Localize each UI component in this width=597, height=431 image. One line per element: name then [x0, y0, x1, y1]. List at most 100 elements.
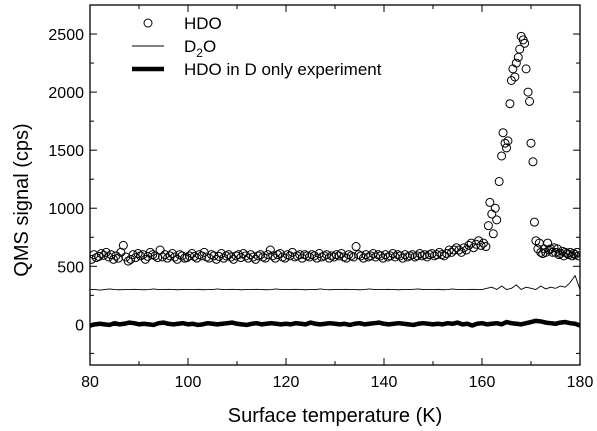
data-point [459, 243, 469, 253]
data-point [329, 252, 339, 262]
data-point [187, 249, 197, 259]
data-point [356, 251, 366, 261]
series-line-d2o [90, 275, 580, 291]
data-point [189, 251, 199, 261]
data-point [521, 64, 531, 74]
data-point [500, 138, 510, 148]
data-point [241, 251, 251, 261]
data-point [224, 250, 234, 260]
data-point [94, 251, 104, 261]
x-axis-title: Surface temperature (K) [228, 405, 443, 427]
data-point [407, 250, 417, 260]
data-point [118, 240, 128, 250]
legend-item: HDO in D only experiment [132, 60, 382, 79]
data-point [99, 250, 109, 260]
data-point [104, 252, 114, 262]
data-point [177, 251, 187, 261]
data-point [113, 253, 123, 263]
data-point [263, 250, 273, 260]
y-tick-label: 1500 [48, 143, 84, 160]
y-tick-label: 2500 [48, 27, 84, 44]
x-tick-label: 160 [469, 374, 496, 391]
data-point [138, 250, 148, 260]
data-point [427, 249, 437, 259]
legend-label: HDO in D only experiment [184, 60, 382, 79]
data-point [461, 245, 471, 255]
data-point [216, 249, 226, 259]
data-point [510, 72, 520, 82]
plot-frame [89, 4, 581, 366]
data-point [214, 251, 224, 261]
data-point [128, 250, 138, 260]
data-point [106, 250, 116, 260]
data-point [123, 256, 133, 266]
data-point [309, 251, 319, 261]
data-point [474, 236, 484, 246]
data-point [265, 245, 275, 255]
data-point [385, 251, 395, 261]
data-point [133, 249, 143, 259]
data-point [452, 243, 462, 253]
data-point [464, 240, 474, 250]
data-point [351, 242, 361, 252]
y-axis: 0 500 1000 1500 2000 2500 [48, 4, 580, 354]
data-point [238, 249, 248, 259]
y-tick-label: 1000 [48, 201, 84, 218]
y-tick-label: 0 [75, 317, 84, 334]
data-point [543, 238, 553, 248]
data-point [526, 138, 536, 148]
y-tick-label: 500 [57, 259, 84, 276]
data-point [376, 251, 386, 261]
series-group [90, 31, 580, 328]
data-point [515, 44, 525, 54]
data-point [415, 249, 425, 259]
data-point [494, 177, 504, 187]
legend-marker-circle [143, 18, 153, 28]
data-point [497, 151, 507, 161]
data-point [525, 96, 535, 106]
data-point [324, 253, 334, 263]
data-point [140, 254, 150, 264]
data-point [488, 229, 498, 239]
data-point [432, 250, 442, 260]
data-point [447, 247, 457, 257]
data-point [502, 143, 511, 153]
x-tick-label: 140 [371, 374, 398, 391]
data-point [233, 250, 243, 260]
data-point [380, 250, 390, 260]
series-line-hdo-d-only [90, 318, 580, 328]
legend-label: HDO [184, 14, 222, 33]
data-point [503, 136, 513, 146]
data-point [400, 250, 410, 260]
data-point [481, 242, 491, 252]
data-point [483, 221, 493, 231]
x-tick-label: 180 [567, 374, 594, 391]
data-point [552, 244, 562, 254]
data-point [485, 197, 495, 207]
data-point [211, 254, 221, 264]
plot-area [89, 4, 581, 366]
legend-label: D2O [184, 37, 216, 60]
data-point [508, 64, 518, 74]
data-point [158, 252, 168, 262]
data-point [523, 87, 533, 97]
data-point [150, 251, 160, 261]
data-point [126, 254, 136, 264]
data-point [528, 157, 538, 167]
data-point [572, 247, 580, 257]
data-point [498, 128, 508, 138]
data-point [361, 250, 371, 260]
data-point [492, 215, 502, 225]
data-point [96, 249, 106, 259]
data-point [412, 251, 422, 261]
data-point [511, 58, 521, 68]
data-point [490, 203, 500, 213]
data-point [349, 252, 359, 262]
x-tick-label: 100 [175, 374, 202, 391]
data-point [456, 247, 466, 257]
data-point [520, 38, 530, 48]
y-axis-title: QMS signal (cps) [11, 123, 33, 276]
data-point [90, 250, 99, 260]
data-point [529, 217, 539, 227]
